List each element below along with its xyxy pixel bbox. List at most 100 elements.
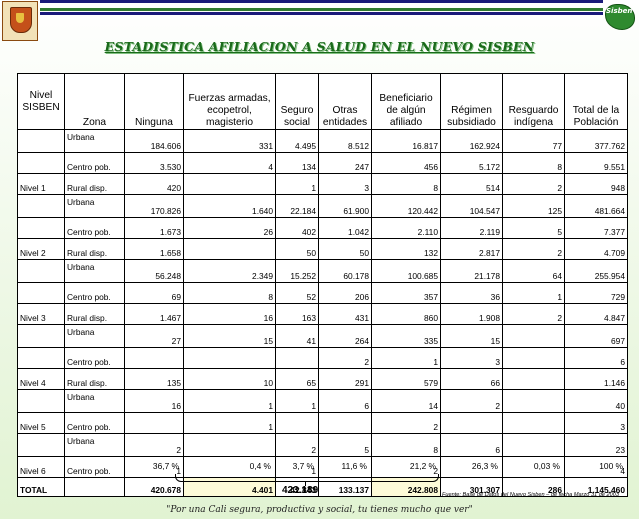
value-cell: 2.349 — [183, 259, 276, 283]
column-header: Resguardo indígena — [502, 73, 565, 130]
table-row: Centro pob. 69 8 52 206 357 36 1 729 — [17, 282, 628, 304]
value-cell: 420 — [124, 173, 184, 195]
value-cell: 163 — [275, 303, 319, 325]
value-cell: 1.908 — [440, 303, 503, 325]
value-cell: 2 — [275, 433, 319, 457]
value-cell: 1.042 — [318, 217, 372, 239]
value-cell: 125 — [502, 194, 565, 218]
value-cell: 26 — [183, 217, 276, 239]
value-cell: 6 — [440, 433, 503, 457]
value-cell — [124, 412, 184, 434]
zona-cell: Urbana — [64, 129, 125, 153]
value-cell: 36 — [440, 282, 503, 304]
value-cell: 2 — [502, 173, 565, 195]
column-header: Total de la Población — [564, 73, 628, 130]
nivel-cell — [17, 389, 65, 413]
column-header: Ninguna — [124, 73, 184, 130]
value-cell: 104.547 — [440, 194, 503, 218]
table-row: Nivel 3 Rural disp. 1.467 16 163 431 860 1.908 2… — [17, 303, 628, 325]
column-header: Fuerzas armadas, ecopetrol, magisterio — [183, 73, 276, 130]
table-row: Urbana 16 1 1 6 14 2 40 — [17, 389, 628, 413]
value-cell — [440, 412, 503, 434]
value-cell: 1 — [502, 282, 565, 304]
value-cell: 1.467 — [124, 303, 184, 325]
value-cell: 2.817 — [440, 238, 503, 260]
value-cell: 1.640 — [183, 194, 276, 218]
value-cell: 4.709 — [564, 238, 628, 260]
affiliation-table: Nivel SISBEN Zona Ninguna Fuerzas armadas, … — [17, 73, 628, 497]
value-cell: 2 — [318, 347, 372, 369]
value-cell: 66 — [440, 368, 503, 390]
value-cell: 697 — [564, 324, 628, 348]
value-cell: 291 — [318, 368, 372, 390]
value-cell: 16 — [183, 303, 276, 325]
page-title: ESTADISTICA AFILIACION A SALUD EN EL NUE… — [104, 39, 535, 54]
value-cell: 514 — [440, 173, 503, 195]
value-cell: 184.606 — [124, 129, 184, 153]
nivel-cell: Nivel 6 — [17, 456, 65, 478]
value-cell: 61.900 — [318, 194, 372, 218]
value-cell: 100.685 — [371, 259, 441, 283]
value-cell: 15 — [183, 324, 276, 348]
column-header: Nivel SISBEN — [17, 73, 65, 130]
value-cell: 10 — [183, 368, 276, 390]
value-cell: 162.924 — [440, 129, 503, 153]
column-header: Régimen subsidiado — [440, 73, 503, 130]
zona-cell: Centro pob. — [64, 347, 125, 369]
value-cell: 64 — [502, 259, 565, 283]
value-cell — [502, 412, 565, 434]
nivel-cell — [17, 347, 65, 369]
table-row: Nivel 6 Centro pob. 1 1 2 4 — [17, 456, 628, 478]
value-cell: 1.658 — [124, 238, 184, 260]
value-cell — [502, 368, 565, 390]
table-row: Urbana 56.248 2.349 15.252 60.178 100.685 21.1… — [17, 259, 628, 283]
value-cell: 2 — [371, 412, 441, 434]
total-row: TOTAL 420.678 4.401 42.843 133.137 242.808 301… — [17, 477, 628, 497]
value-cell: 135 — [124, 368, 184, 390]
total-value-cell: 1.145.460 — [564, 477, 628, 497]
percentage-cell: 100 % — [599, 461, 623, 471]
percentage-cell: 36,7 % — [152, 461, 179, 471]
value-cell: 8 — [371, 173, 441, 195]
value-cell: 15 — [440, 324, 503, 348]
total-value-cell: 301.307 — [440, 477, 503, 497]
total-zona-cell — [64, 477, 125, 497]
column-header: Otras entidades — [318, 73, 372, 130]
value-cell: 7.377 — [564, 217, 628, 239]
total-label: TOTAL — [17, 477, 65, 497]
value-cell — [124, 347, 184, 369]
value-cell: 134 — [275, 152, 319, 174]
value-cell: 77 — [502, 129, 565, 153]
value-cell: 3.530 — [124, 152, 184, 174]
value-cell: 27 — [124, 324, 184, 348]
value-cell: 860 — [371, 303, 441, 325]
value-cell: 247 — [318, 152, 372, 174]
value-cell: 52 — [275, 282, 319, 304]
zona-cell: Rural disp. — [64, 238, 125, 260]
value-cell: 41 — [275, 324, 319, 348]
nivel-cell: Nivel 3 — [17, 303, 65, 325]
zona-cell: Rural disp. — [64, 173, 125, 195]
zona-cell: Rural disp. — [64, 303, 125, 325]
percentage-cell: 21,2 % — [409, 461, 436, 471]
value-cell — [502, 433, 565, 457]
nivel-cell: Nivel 5 — [17, 412, 65, 434]
value-cell: 8 — [183, 282, 276, 304]
zona-cell: Urbana — [64, 324, 125, 348]
total-value-cell: 4.401 — [183, 477, 276, 497]
value-cell: 56.248 — [124, 259, 184, 283]
nivel-cell: Nivel 1 — [17, 173, 65, 195]
zona-cell: Urbana — [64, 194, 125, 218]
shield-icon — [10, 7, 32, 33]
value-cell: 65 — [275, 368, 319, 390]
value-cell: 2 — [440, 389, 503, 413]
zona-cell: Centro pob. — [64, 412, 125, 434]
value-cell: 255.954 — [564, 259, 628, 283]
value-cell: 1.146 — [564, 368, 628, 390]
table-row: Nivel 2 Rural disp. 1.658 50 50 132 2.817 2 4.70… — [17, 238, 628, 260]
value-cell: 729 — [564, 282, 628, 304]
slogan: "Por una Cali segura, productiva y socia… — [166, 505, 473, 515]
column-header: Zona — [64, 73, 125, 130]
value-cell: 8 — [502, 152, 565, 174]
table-row: Urbana 170.826 1.640 22.184 61.900 120.442 104… — [17, 194, 628, 218]
